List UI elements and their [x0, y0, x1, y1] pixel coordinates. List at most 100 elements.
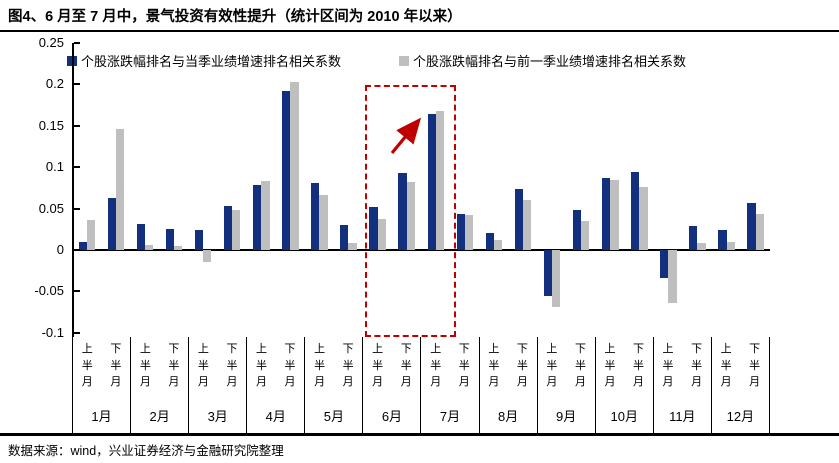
half-month-label: 下半月 — [168, 343, 180, 388]
half-month-label: 上半月 — [372, 343, 384, 388]
half-month-label: 上半月 — [81, 343, 93, 388]
half-month-label: 下半月 — [574, 343, 586, 388]
bar-previous-quarter — [755, 213, 764, 250]
half-month-label: 上半月 — [256, 343, 267, 388]
month-cell-2月: 上半月 下半月 2月 — [130, 337, 188, 433]
half-month-label: 下半月 — [110, 343, 122, 388]
bar-previous-quarter — [435, 110, 445, 250]
half-month-label: 下半月 — [691, 343, 703, 388]
month-cell-3月: 上半月 下半月 3月 — [188, 337, 246, 433]
bar-previous-quarter — [522, 200, 532, 250]
month-cell-6月: 上半月 下半月 6月 — [362, 337, 420, 433]
half-month-label: 上半月 — [197, 343, 209, 388]
bar-group-3月 — [188, 43, 246, 337]
figure-title: 图4、6 月至 7 月中，景气投资有效性提升（统计区间为 2010 年以来） — [8, 9, 462, 25]
trend-arrow-icon — [390, 117, 422, 155]
bar-current-quarter — [747, 202, 756, 250]
bar-previous-quarter — [115, 129, 125, 250]
bar-current-quarter — [602, 177, 611, 250]
bar-current-quarter — [165, 229, 174, 250]
bar-current-quarter — [572, 210, 582, 250]
y-tick-label: -0.05 — [34, 283, 64, 299]
month-label: 9月 — [556, 409, 577, 424]
bar-group-11月 — [654, 43, 712, 337]
month-cell-4月: 上半月 下半月 4月 — [246, 337, 304, 433]
bar-current-quarter — [456, 213, 465, 250]
month-cell-12月: 上半月 下半月 12月 — [710, 337, 770, 433]
y-tick-label: 0.1 — [45, 159, 64, 175]
month-label: 1月 — [91, 409, 112, 424]
half-month-label: 上半月 — [662, 343, 674, 388]
bar-current-quarter — [543, 250, 553, 296]
bar-current-quarter — [78, 241, 87, 250]
bar-group-12月 — [712, 43, 770, 337]
legend: 个股涨跌幅排名与当季业绩增速排名相关系数 个股涨跌幅排名与前一季业绩增速排名相关… — [67, 51, 686, 70]
y-axis-tick — [74, 166, 80, 169]
bar-previous-quarter — [319, 195, 328, 250]
legend-swatch-previous-quarter-icon — [399, 55, 410, 66]
month-label: 7月 — [439, 409, 461, 424]
bar-current-quarter — [485, 233, 494, 250]
bar-previous-quarter — [697, 242, 706, 250]
y-axis-line — [72, 43, 74, 337]
bar-previous-quarter — [86, 220, 96, 250]
half-month-label: 下半月 — [342, 343, 354, 388]
half-month-label: 下半月 — [458, 343, 470, 388]
bar-current-quarter — [223, 206, 233, 250]
bar-current-quarter — [514, 188, 523, 250]
half-month-label: 上半月 — [720, 343, 732, 388]
half-month-label: 下半月 — [284, 343, 296, 388]
bar-previous-quarter — [581, 221, 590, 250]
bar-previous-quarter — [493, 240, 503, 250]
month-cell-1月: 上半月 下半月 1月 — [72, 337, 130, 433]
bar-group-6月 — [363, 43, 421, 337]
month-label: 5月 — [323, 409, 344, 424]
legend-label-previous-quarter: 个股涨跌幅排名与前一季业绩增速排名相关系数 — [413, 54, 687, 69]
y-axis-tick — [74, 207, 80, 210]
bar-current-quarter — [631, 172, 640, 250]
bar-current-quarter — [689, 225, 698, 250]
bar-group-9月 — [537, 43, 595, 337]
y-tick-label: 0.15 — [38, 117, 64, 133]
bar-previous-quarter — [290, 81, 299, 250]
y-tick-label: 0 — [56, 242, 64, 257]
plot-area — [72, 42, 770, 337]
bar-group-5月 — [305, 43, 363, 337]
y-axis-tick — [74, 331, 80, 334]
bar-current-quarter — [427, 114, 436, 250]
bar-current-quarter — [194, 230, 204, 250]
bar-group-10月 — [596, 43, 654, 337]
half-month-label: 上半月 — [430, 343, 442, 388]
bar-group-8月 — [479, 43, 537, 337]
half-month-label: 上半月 — [314, 343, 326, 388]
half-month-label: 下半月 — [516, 343, 528, 388]
bar-current-quarter — [107, 197, 116, 250]
bar-current-quarter — [136, 224, 145, 250]
source-note: 数据来源：wind，兴业证券经济与金融研究院整理 — [8, 444, 284, 458]
bar-previous-quarter — [203, 250, 212, 262]
bar-previous-quarter — [377, 219, 386, 250]
bar-current-quarter — [282, 91, 291, 250]
month-cell-9月: 上半月 下半月 9月 — [536, 337, 595, 433]
y-tick-label: 0.25 — [38, 35, 64, 50]
month-cell-8月: 上半月 下半月 8月 — [478, 337, 537, 433]
half-month-label: 下半月 — [633, 343, 645, 388]
bar-previous-quarter — [144, 245, 154, 250]
highlight-box — [364, 85, 457, 337]
month-cell-11月: 上半月 下半月 11月 — [652, 337, 711, 433]
bar-previous-quarter — [668, 250, 677, 303]
bar-previous-quarter — [639, 187, 648, 250]
half-month-label: 下半月 — [749, 343, 761, 388]
y-axis-tick — [74, 124, 80, 127]
bar-current-quarter — [311, 182, 320, 250]
y-tick-label: 0.2 — [45, 76, 64, 92]
bar-group-4月 — [247, 43, 305, 337]
month-label: 12月 — [726, 409, 755, 424]
half-month-label: 上半月 — [604, 343, 616, 388]
month-cell-5月: 上半月 下半月 5月 — [304, 337, 362, 433]
bar-current-quarter — [340, 225, 349, 250]
month-label: 6月 — [381, 409, 403, 424]
y-axis-tick — [74, 83, 80, 86]
month-label: 8月 — [497, 409, 519, 424]
